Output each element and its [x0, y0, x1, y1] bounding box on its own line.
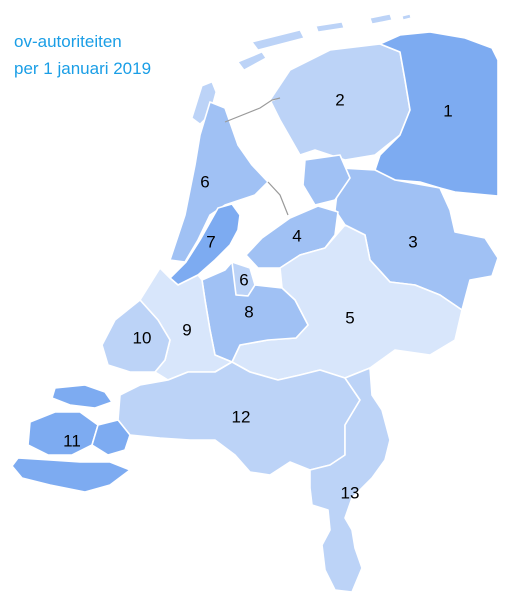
region-11-flanders [11, 457, 131, 493]
region-labels: 1 2 3 4 5 6 6 7 8 9 10 11 12 13 [63, 90, 453, 502]
label-region-7: 7 [206, 232, 215, 251]
region-1 [374, 31, 499, 197]
label-region-2: 2 [335, 90, 344, 109]
title-line-1: ov-autoriteiten [14, 32, 122, 51]
label-region-11: 11 [63, 431, 81, 450]
region-13 [309, 367, 391, 593]
region-flevoland [302, 154, 351, 206]
map-title: ov-autoriteiten per 1 januari 2019 [14, 28, 254, 82]
island-schiermonnikoog [369, 13, 393, 25]
afsluitdijk-line [224, 97, 281, 123]
label-region-10: 10 [133, 328, 152, 347]
label-region-12: 12 [232, 407, 251, 426]
region-7 [169, 203, 241, 286]
label-region-4: 4 [292, 226, 301, 245]
label-region-6-north: 6 [200, 172, 209, 191]
label-region-13: 13 [341, 483, 360, 502]
label-region-1: 1 [443, 101, 452, 120]
island-terschelling [250, 29, 305, 51]
island-ameland [315, 21, 345, 33]
title-line-2: per 1 januari 2019 [14, 59, 152, 78]
label-region-3: 3 [408, 232, 417, 251]
island-vlieland [237, 51, 267, 71]
label-region-9: 9 [182, 320, 191, 339]
label-region-8: 8 [244, 302, 253, 321]
label-region-5: 5 [345, 308, 354, 327]
region-11-east [91, 419, 131, 456]
region-10 [101, 299, 171, 373]
label-region-6-south: 6 [239, 270, 248, 289]
ijsselmeer-shore [267, 181, 289, 216]
region-11-north [51, 384, 113, 409]
island-rottumeroog [401, 13, 412, 21]
